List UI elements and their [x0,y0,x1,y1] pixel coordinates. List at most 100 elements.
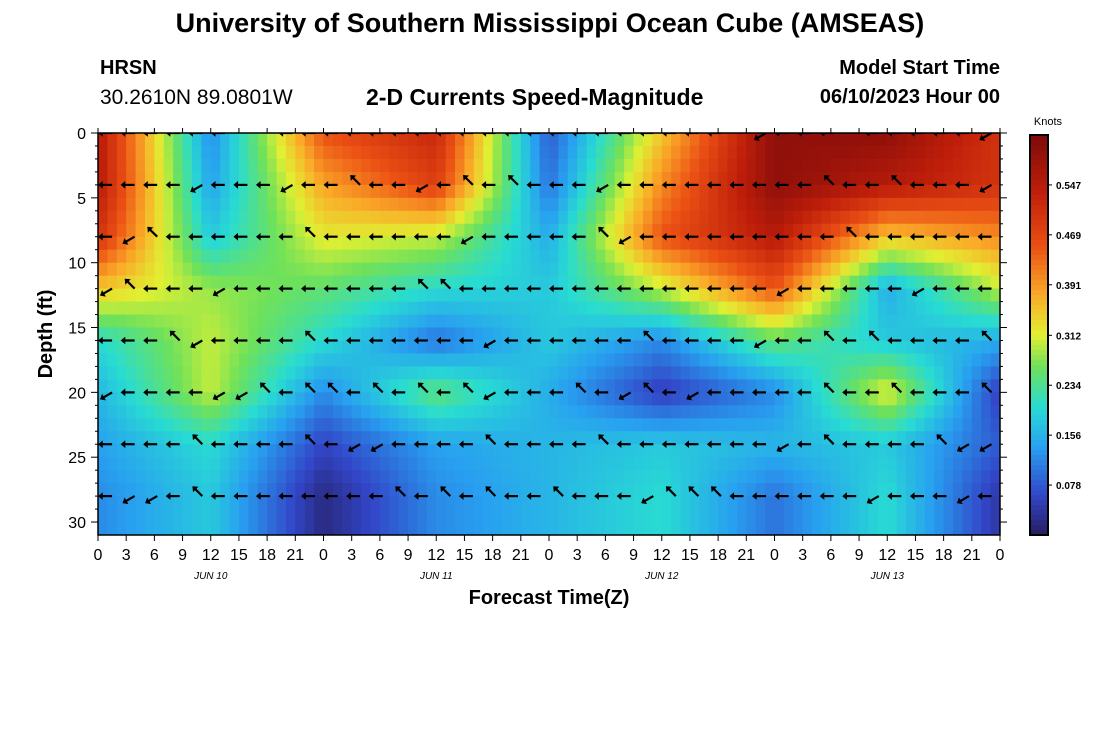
heatmap-cell [614,379,625,393]
x-tick-label: 12 [202,547,220,564]
heatmap-cell [708,197,719,212]
heatmap-cell [595,275,606,290]
heatmap-cell [126,171,137,186]
heatmap-cell [257,249,268,264]
heatmap-cell [285,327,296,342]
vector-arrowhead [368,284,374,293]
heatmap-cell [990,457,1000,471]
heatmap-cell [473,262,484,277]
vector-arrowhead [866,497,873,505]
heatmap-cell [558,158,569,173]
heatmap-cell [549,418,559,432]
heatmap-cell [812,522,823,535]
heatmap-cell [671,379,682,393]
heatmap-cell [783,171,794,186]
heatmap-cell [173,379,184,393]
heatmap-cell [943,133,954,147]
heatmap-cell [314,158,325,173]
heatmap-cell [943,210,954,225]
heatmap-cell [924,483,935,497]
colorbar-segment [1030,485,1048,491]
heatmap-cell [417,418,428,432]
heatmap-cell [210,366,221,380]
heatmap-cell [708,444,719,458]
heatmap-cell [577,223,588,238]
heatmap-cell [182,327,193,342]
heatmap-cell [868,457,879,471]
heatmap-cell [389,223,400,238]
heatmap-cell [182,522,193,535]
heatmap-cell [539,366,550,380]
vector-arrowhead [643,330,650,337]
heatmap-cell [238,288,249,303]
heatmap-cell [201,262,212,277]
heatmap-cell [624,262,635,277]
heatmap-cell [793,275,804,290]
heatmap-cell [163,496,174,510]
colorbar-segment [1030,445,1048,451]
heatmap-cell [821,288,832,303]
heatmap-cell [934,470,945,484]
heatmap-cell [567,496,578,510]
heatmap-cell [849,262,860,277]
heatmap-cell [953,301,964,316]
heatmap-cell [981,197,992,212]
heatmap-cell [511,249,522,264]
heatmap-cell [765,470,776,484]
heatmap-cell [436,470,447,484]
heatmap-cell [276,249,287,264]
heatmap-cell [520,236,531,251]
heatmap-cell [699,509,710,523]
heatmap-cell [276,483,287,497]
heatmap-cell [107,522,118,535]
heatmap-cell [98,275,108,290]
heatmap-cell [990,379,1000,393]
y-tick-label: 25 [68,450,86,467]
heatmap-cell [304,340,315,355]
heatmap-cell [633,522,644,535]
heatmap-cell [736,158,747,173]
heatmap-cell [163,133,174,147]
heatmap-cell [990,262,1000,277]
heatmap-cell [455,483,466,497]
heatmap-cell [896,379,907,393]
x-tick-label: 18 [258,547,276,564]
vector-arrowhead [684,336,689,345]
heatmap-cell [483,418,494,432]
heatmap-cell [680,366,691,380]
heatmap-cell [276,145,287,160]
heatmap-cell [624,444,635,458]
heatmap-cell [577,301,588,316]
chart-subtitle: 2-D Currents Speed-Magnitude [366,84,704,110]
heatmap-cell [812,145,823,160]
heatmap-cell [924,184,935,199]
heatmap-cell [934,379,945,393]
heatmap-cell [558,210,569,225]
heatmap-cell [530,262,541,277]
heatmap-cell [793,171,804,186]
heatmap-cell [417,145,428,160]
heatmap-cell [351,483,362,497]
heatmap-cell [248,314,259,329]
vector-arrowhead [440,278,447,285]
heatmap-cell [765,353,776,368]
heatmap-cell [971,171,982,186]
heatmap-cell [539,457,550,471]
heatmap-cell [896,197,907,212]
heatmap-cell [370,236,381,251]
heatmap-cell [821,509,832,523]
heatmap-cell [370,405,381,419]
heatmap-cell [924,522,935,535]
heatmap-cell [389,522,400,535]
heatmap-cell [830,444,841,458]
heatmap-cell [107,496,118,510]
heatmap-cell [436,158,447,173]
heatmap-cell [943,327,954,342]
heatmap-cell [642,288,653,303]
heatmap-cell [718,327,729,342]
heatmap-cell [943,158,954,173]
heatmap-cell [267,522,278,535]
heatmap-cell [671,509,682,523]
heatmap-cell [624,470,635,484]
heatmap-cell [144,405,155,419]
